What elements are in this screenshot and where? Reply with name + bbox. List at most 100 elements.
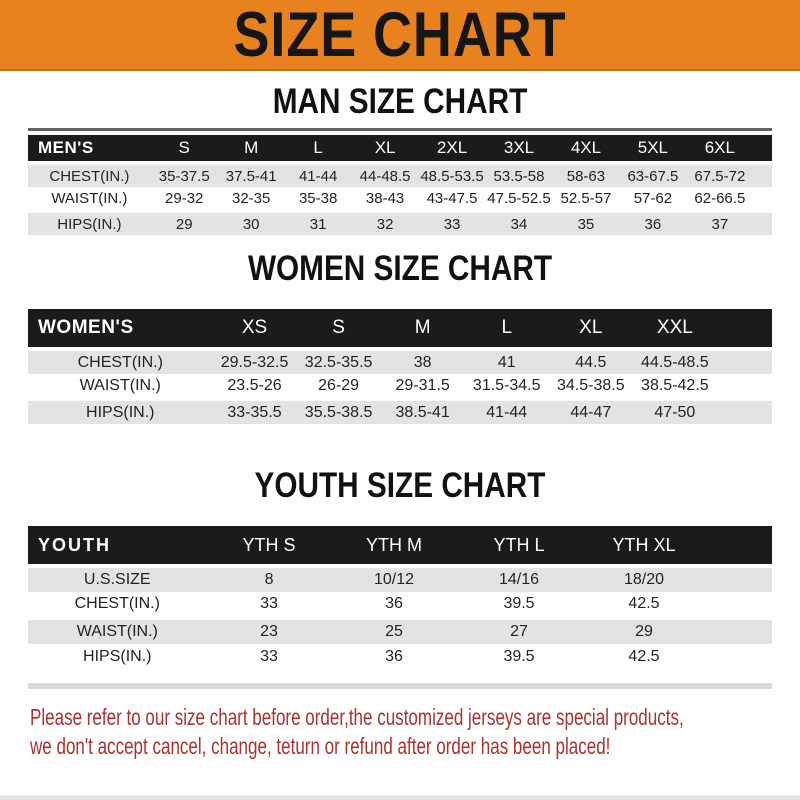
size-value-cell: 53.5-58 [485, 161, 553, 187]
youth-ussize-row: U.S.SIZE 8 10/12 14/16 18/20 [28, 564, 772, 592]
order-policy-note: Please refer to our size chart before or… [30, 703, 684, 761]
size-header-cell: XS [212, 309, 297, 349]
size-value-cell: 63-67.5 [619, 161, 687, 187]
size-value-cell: 47-50 [632, 397, 717, 424]
size-value-cell: 39.5 [503, 595, 535, 612]
size-chart-banner: SIZE CHART [0, 0, 800, 71]
size-value-cell: 47.5-52.5 [487, 189, 551, 207]
size-value-cell: 33-35.5 [212, 397, 297, 424]
size-header-cell: 3XL [485, 135, 553, 163]
size-header-cell: L [464, 309, 549, 349]
youth-size-table: YOUTH YTH S YTH M YTH L YTH XL U.S.SIZE … [28, 526, 772, 670]
women-section-heading: WOMEN SIZE CHART [247, 249, 553, 288]
size-value-cell: 41-44 [464, 397, 549, 424]
size-header-cell: 4XL [552, 135, 620, 163]
size-value-cell: 44-48.5 [351, 161, 419, 187]
row-label: WAIST(IN.) [51, 189, 128, 207]
size-value-cell: 10/12 [331, 564, 457, 592]
pad-cell [753, 161, 772, 187]
pad-cell [717, 374, 772, 399]
youth-waist-row: WAIST(IN.) 23 25 27 29 [28, 616, 772, 644]
men-table-top-rule [28, 128, 772, 131]
row-label: CHEST(IN.) [28, 347, 213, 374]
row-label: WAIST(IN.) [28, 616, 207, 644]
row-label: HIPS(IN.) [83, 648, 152, 665]
men-chest-row: CHEST(IN.) 35-37.5 37.5-41 41-44 44-48.5… [28, 161, 772, 187]
size-value-cell: 18/20 [581, 564, 707, 592]
size-value-cell: 62-66.5 [694, 189, 746, 207]
size-value-cell: 33 [418, 209, 486, 235]
youth-header-row: YOUTH YTH S YTH M YTH L YTH XL [28, 526, 772, 566]
size-header-cell: 2XL [418, 135, 486, 163]
men-hips-row: HIPS(IN.) 29 30 31 32 33 34 35 36 37 [28, 209, 772, 235]
size-value-cell: 31 [284, 209, 352, 235]
youth-section-heading: YOUTH SIZE CHART [254, 466, 546, 505]
men-header-row: MEN'S S M L XL 2XL 3XL 4XL 5XL 6XL [28, 135, 772, 163]
size-value-cell: 52.5-57 [560, 189, 612, 207]
size-header-cell: XXL [632, 309, 717, 349]
women-table-label: WOMEN'S [28, 309, 213, 349]
size-value-cell: 36 [619, 209, 687, 235]
youth-table-label: YOUTH [28, 526, 207, 566]
pad-cell [706, 616, 772, 644]
size-value-cell: 35.5-38.5 [296, 397, 381, 424]
size-value-cell: 57-62 [633, 189, 673, 207]
size-value-cell: 35 [552, 209, 620, 235]
size-header-cell: M [380, 309, 465, 349]
size-header-cell: 5XL [619, 135, 687, 163]
size-value-cell: 29-32 [165, 189, 204, 207]
pad-cell [753, 209, 772, 235]
size-value-cell: 32.5-35.5 [296, 347, 381, 374]
women-header-row: WOMEN'S XS S M L XL XXL [28, 309, 772, 349]
women-size-table: WOMEN'S XS S M L XL XXL CHEST(IN.) 29.5-… [28, 309, 772, 424]
size-value-cell: 44.5-48.5 [632, 347, 717, 374]
size-value-cell: 37.5-41 [217, 161, 285, 187]
size-header-cell: YTH S [206, 526, 332, 566]
size-header-cell: YTH XL [581, 526, 707, 566]
size-value-cell: 38-43 [365, 189, 405, 207]
size-value-cell: 35-37.5 [150, 161, 218, 187]
size-value-cell: 41-44 [284, 161, 352, 187]
note-line-1: Please refer to our size chart before or… [30, 704, 684, 730]
men-size-table: MEN'S S M L XL 2XL 3XL 4XL 5XL 6XL CHEST… [28, 135, 772, 235]
row-label: U.S.SIZE [28, 564, 207, 592]
banner-title: SIZE CHART [233, 0, 567, 70]
size-header-cell: 6XL [686, 135, 754, 163]
size-value-cell: 31.5-34.5 [472, 376, 541, 394]
size-value-cell: 36 [385, 595, 403, 612]
size-header-cell: M [217, 135, 285, 163]
size-value-cell: 23.5-26 [227, 376, 282, 394]
size-value-cell: 23 [206, 616, 332, 644]
header-pad-cell [706, 526, 772, 566]
size-value-cell: 33 [260, 648, 278, 665]
size-value-cell: 8 [206, 564, 332, 592]
size-value-cell: 44.5 [548, 347, 633, 374]
header-pad-cell [753, 135, 772, 163]
pad-cell [706, 644, 772, 670]
size-value-cell: 27 [456, 616, 582, 644]
youth-chest-row: CHEST(IN.) 33 36 39.5 42.5 [28, 592, 772, 618]
size-value-cell: 39.5 [503, 648, 535, 665]
size-header-cell: XL [548, 309, 633, 349]
row-label: HIPS(IN.) [28, 209, 151, 235]
size-value-cell: 38 [380, 347, 465, 374]
size-value-cell: 29 [581, 616, 707, 644]
size-value-cell: 34 [485, 209, 553, 235]
pad-cell [716, 397, 772, 424]
size-value-cell: 29.5-32.5 [212, 347, 297, 374]
note-line-2: we don't accept cancel, change, teturn o… [30, 733, 611, 759]
men-waist-row: WAIST(IN.) 29-32 32-35 35-38 38-43 43-47… [28, 187, 772, 211]
men-section-heading: MAN SIZE CHART [272, 82, 528, 121]
header-pad-cell [716, 309, 772, 349]
size-value-cell: 29-31.5 [395, 376, 450, 394]
size-value-cell: 32-35 [231, 189, 271, 207]
size-value-cell: 34.5-38.5 [556, 376, 625, 394]
size-header-cell: L [284, 135, 352, 163]
youth-table-bottom-rule [28, 683, 772, 689]
size-value-cell: 38.5-42.5 [641, 376, 709, 394]
pad-cell [706, 564, 772, 592]
size-value-cell: 32 [351, 209, 419, 235]
size-value-cell: 37 [686, 209, 754, 235]
row-label: CHEST(IN.) [74, 595, 160, 612]
size-value-cell: 25 [331, 616, 457, 644]
